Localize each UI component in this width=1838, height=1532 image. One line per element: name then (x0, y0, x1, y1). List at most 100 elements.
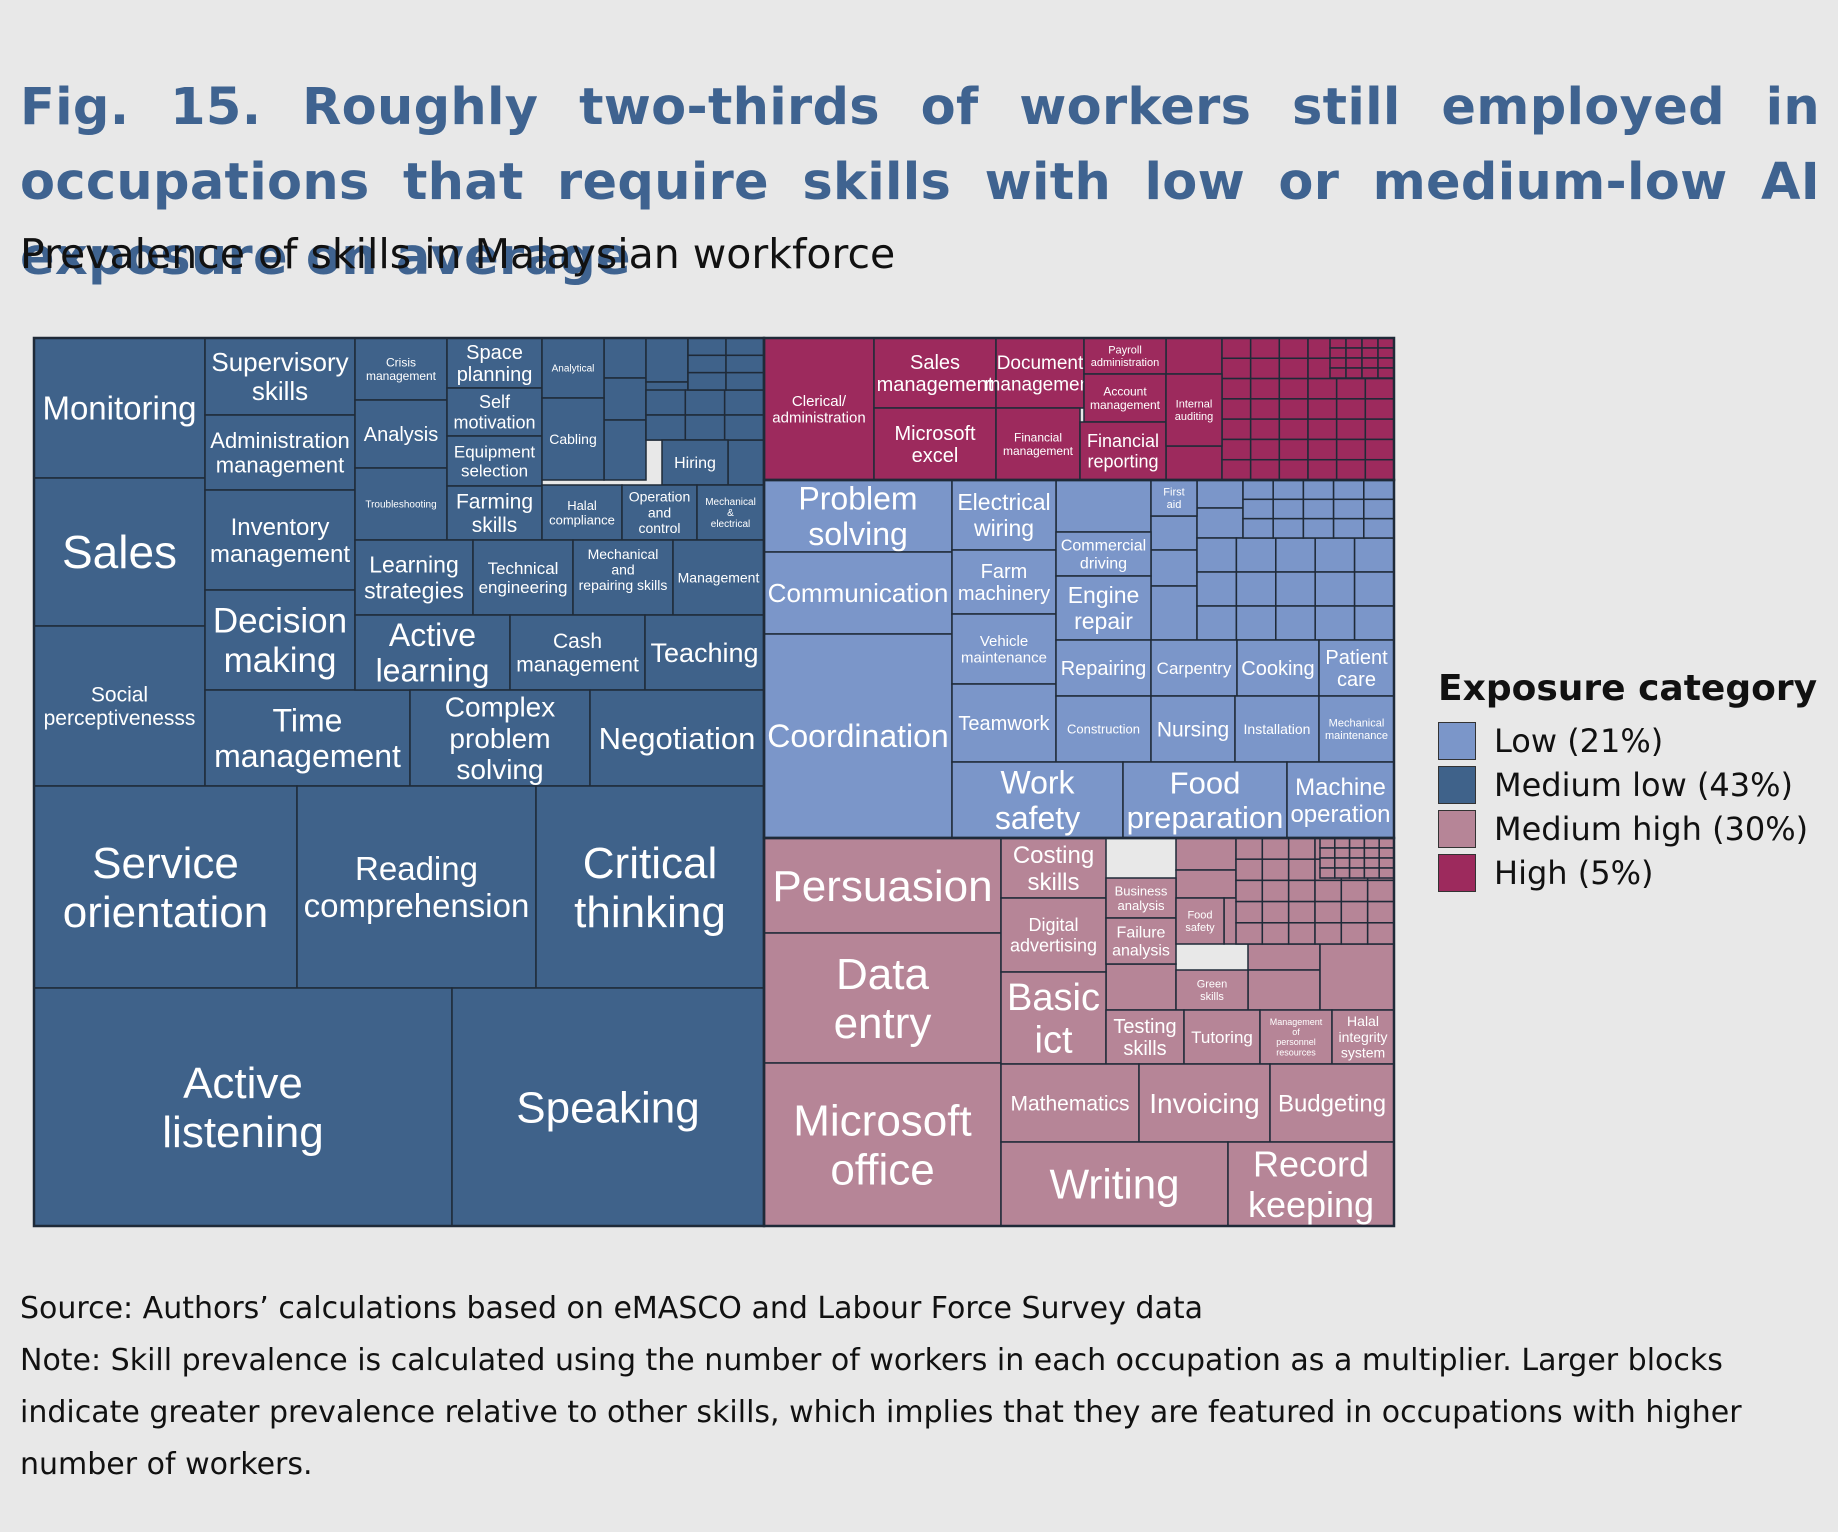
treemap-cell-minor (1235, 837, 1264, 860)
treemap-label-invoicing: Invoicing (1149, 1088, 1260, 1119)
treemap-cell-minor (1340, 922, 1369, 945)
legend-item-low: Low (21%) (1438, 719, 1817, 763)
treemap-cell-minor (1307, 458, 1338, 481)
treemap-cell-minor (725, 354, 765, 374)
treemap-cell-minor (1275, 537, 1316, 573)
treemap-cell-minor (1335, 377, 1367, 400)
treemap-cell-minor (1345, 347, 1363, 359)
treemap-cell-minor (1335, 398, 1367, 420)
treemap-cell-minor (1334, 857, 1351, 869)
treemap-category-border (762, 836, 1396, 1228)
treemap-cell-minor (1247, 943, 1321, 971)
treemap-cell-minor (1235, 922, 1264, 945)
treemap-cell-minor (1235, 571, 1277, 607)
treemap-cell-minor (1340, 900, 1369, 924)
treemap-cell-minor (1307, 418, 1338, 441)
treemap-cell-electrical-wiring (951, 479, 1057, 551)
treemap-label-digital-advertising: Digital advertising (1010, 915, 1097, 955)
treemap-cell-analytical (541, 337, 605, 399)
treemap-cell-business-analysis (1105, 877, 1177, 919)
treemap-label-mathematics: Mathematics (1010, 1092, 1129, 1115)
treemap-cell-technical-engineering (472, 539, 574, 616)
treemap-label-construction: Construction (1067, 722, 1140, 737)
treemap-cell-minor (1278, 377, 1309, 400)
treemap-cell-minor (1287, 922, 1316, 945)
legend-swatch-high (1438, 854, 1476, 892)
legend-item-medium-high: Medium high (30%) (1438, 807, 1817, 851)
treemap-label-analytical: Analytical (552, 364, 595, 375)
treemap-cell-minor (645, 389, 687, 416)
treemap-label-cabling: Cabling (549, 431, 596, 447)
treemap-cell-monitoring (33, 337, 206, 479)
treemap-cell-minor (1221, 377, 1252, 400)
treemap-cell-minor (1221, 337, 1252, 360)
treemap-cell-minor (1287, 900, 1316, 924)
treemap-label-farm-machinery: Farm machinery (958, 561, 1050, 605)
treemap-cell-minor (1348, 847, 1366, 859)
treemap-cell-minor (1377, 367, 1395, 379)
treemap-cell-minor (1345, 337, 1363, 349)
treemap-cell-minor (1287, 837, 1316, 860)
treemap-cell-minor (1249, 418, 1281, 441)
treemap-cell-minor (1221, 438, 1252, 461)
treemap-cell-minor (603, 337, 647, 379)
treemap-label-decision-making: Decision making (213, 602, 347, 680)
treemap-cell-mechanical-and-repairing-skills (572, 539, 674, 616)
treemap-cell-minor (1165, 445, 1223, 481)
treemap-cell-minor (645, 337, 689, 383)
treemap-cell-minor (1314, 537, 1356, 573)
treemap-cell-minor (725, 337, 765, 357)
legend: Exposure category Low (21%) Medium low (… (1438, 668, 1817, 895)
treemap-cell-minor (1175, 869, 1237, 899)
treemap-cell-minor (1378, 857, 1395, 869)
treemap-label-nursing: Nursing (1157, 718, 1229, 741)
treemap-label-critical-thinking: Critical thinking (574, 839, 726, 937)
treemap-label-record-keeping: Record keeping (1248, 1143, 1374, 1224)
treemap-cell-halal-compliance (541, 484, 623, 541)
treemap-cell-troubleshooting (354, 467, 448, 541)
treemap-cell-minor (1314, 571, 1356, 607)
treemap-cell-minor (645, 414, 687, 441)
treemap-label-budgeting: Budgeting (1278, 1090, 1386, 1117)
legend-label-low: Low (21%) (1494, 722, 1664, 760)
treemap-cell-minor (1150, 585, 1198, 641)
treemap-cell-minor (684, 389, 726, 416)
treemap-label-microsoft-excel: Microsoft excel (894, 423, 976, 467)
treemap-cell-minor (1275, 571, 1316, 607)
treemap-cell-mechanical-electrical (696, 484, 765, 541)
treemap-label-equipment-selection: Equipment selection (454, 442, 536, 480)
treemap-label-business-analysis: Business analysis (1115, 883, 1168, 913)
treemap-cell-minor (1175, 837, 1237, 871)
treemap-cell-minor (1353, 571, 1395, 607)
treemap-cell-minor (1329, 367, 1347, 379)
treemap-cell-equipment-selection (446, 435, 543, 487)
treemap-cell-operation-and-control (621, 484, 698, 541)
treemap-cell-teaching (644, 614, 765, 691)
treemap-label-testing-skills: Testing skills (1113, 1016, 1176, 1060)
treemap-cell-inventory-management (204, 489, 356, 591)
treemap-cell-minor (1345, 357, 1363, 369)
treemap-cell-minor (1302, 498, 1335, 520)
treemap-cell-patient-care (1318, 639, 1395, 697)
treemap-label-analysis: Analysis (364, 424, 438, 446)
treemap-cell-minor (1345, 367, 1363, 379)
treemap-label-space-planning: Space planning (457, 342, 533, 386)
treemap-cell-invoicing (1138, 1063, 1271, 1143)
treemap-label-crisis-management: Crisis management (366, 355, 437, 382)
treemap-label-internal-auditing: Internal auditing (1175, 399, 1214, 423)
treemap-cell-food-safety (1175, 897, 1225, 945)
treemap-label-basic-ict: Basic ict (1007, 977, 1100, 1062)
treemap-label-persuasion: Persuasion (772, 862, 992, 911)
treemap-label-hiring: Hiring (674, 455, 716, 472)
treemap-cell-minor (1242, 517, 1274, 539)
treemap-cell-minor (1353, 605, 1395, 641)
treemap-cell-minor (1377, 357, 1395, 369)
treemap-cell-machine-operation (1286, 761, 1395, 839)
treemap-cell-cabling (541, 397, 605, 481)
treemap-label-speaking: Speaking (516, 1083, 699, 1132)
treemap-cell-minor (1332, 498, 1365, 520)
treemap-label-microsoft-office: Microsoft office (793, 1096, 971, 1194)
treemap-cell-critical-thinking (535, 785, 765, 989)
treemap-cell-minor (1249, 438, 1281, 461)
treemap-label-administration-management: Administration management (210, 428, 349, 478)
